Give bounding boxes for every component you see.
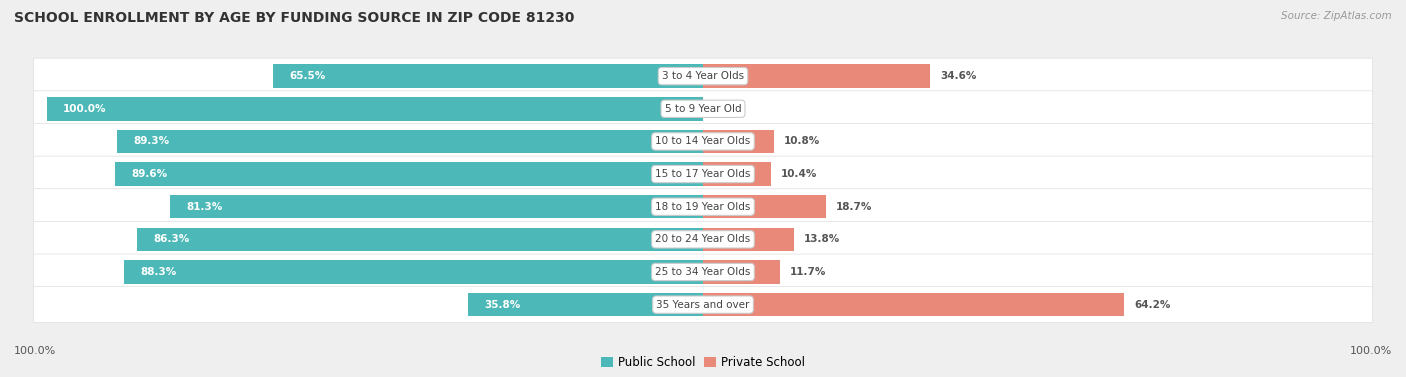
FancyBboxPatch shape [34, 124, 1372, 159]
Text: 88.3%: 88.3% [141, 267, 176, 277]
FancyBboxPatch shape [34, 58, 1372, 94]
Bar [117, 130, 703, 153]
Bar [703, 162, 772, 186]
Text: 0.0%: 0.0% [713, 104, 742, 114]
Bar [136, 228, 703, 251]
Text: 10.8%: 10.8% [783, 136, 820, 146]
Text: 35 Years and over: 35 Years and over [657, 300, 749, 310]
Text: 89.6%: 89.6% [132, 169, 167, 179]
Text: 25 to 34 Year Olds: 25 to 34 Year Olds [655, 267, 751, 277]
Bar [170, 195, 703, 218]
Text: 35.8%: 35.8% [485, 300, 520, 310]
Text: 18.7%: 18.7% [835, 202, 872, 212]
Text: 18 to 19 Year Olds: 18 to 19 Year Olds [655, 202, 751, 212]
Text: 13.8%: 13.8% [803, 234, 839, 244]
Text: 11.7%: 11.7% [790, 267, 825, 277]
Text: 65.5%: 65.5% [290, 71, 326, 81]
Text: Source: ZipAtlas.com: Source: ZipAtlas.com [1281, 11, 1392, 21]
Bar [703, 228, 793, 251]
FancyBboxPatch shape [34, 189, 1372, 225]
Text: 100.0%: 100.0% [1350, 346, 1392, 356]
FancyBboxPatch shape [34, 91, 1372, 127]
Text: 86.3%: 86.3% [153, 234, 190, 244]
Text: 100.0%: 100.0% [63, 104, 107, 114]
Bar [124, 260, 703, 284]
FancyBboxPatch shape [34, 221, 1372, 257]
Bar [703, 260, 780, 284]
Text: 5 to 9 Year Old: 5 to 9 Year Old [665, 104, 741, 114]
FancyBboxPatch shape [34, 287, 1372, 323]
Legend: Public School, Private School: Public School, Private School [599, 353, 807, 371]
FancyBboxPatch shape [34, 254, 1372, 290]
Bar [703, 195, 825, 218]
Bar [273, 64, 703, 88]
Bar [46, 97, 703, 121]
Text: SCHOOL ENROLLMENT BY AGE BY FUNDING SOURCE IN ZIP CODE 81230: SCHOOL ENROLLMENT BY AGE BY FUNDING SOUR… [14, 11, 575, 25]
Text: 34.6%: 34.6% [939, 71, 976, 81]
Text: 3 to 4 Year Olds: 3 to 4 Year Olds [662, 71, 744, 81]
Text: 10 to 14 Year Olds: 10 to 14 Year Olds [655, 136, 751, 146]
Bar [703, 64, 929, 88]
Text: 10.4%: 10.4% [782, 169, 817, 179]
Text: 15 to 17 Year Olds: 15 to 17 Year Olds [655, 169, 751, 179]
Bar [703, 130, 773, 153]
FancyBboxPatch shape [34, 156, 1372, 192]
Bar [703, 293, 1125, 316]
Text: 81.3%: 81.3% [186, 202, 222, 212]
Text: 89.3%: 89.3% [134, 136, 170, 146]
Text: 100.0%: 100.0% [14, 346, 56, 356]
Text: 20 to 24 Year Olds: 20 to 24 Year Olds [655, 234, 751, 244]
Bar [115, 162, 703, 186]
Bar [468, 293, 703, 316]
Text: 64.2%: 64.2% [1135, 300, 1170, 310]
